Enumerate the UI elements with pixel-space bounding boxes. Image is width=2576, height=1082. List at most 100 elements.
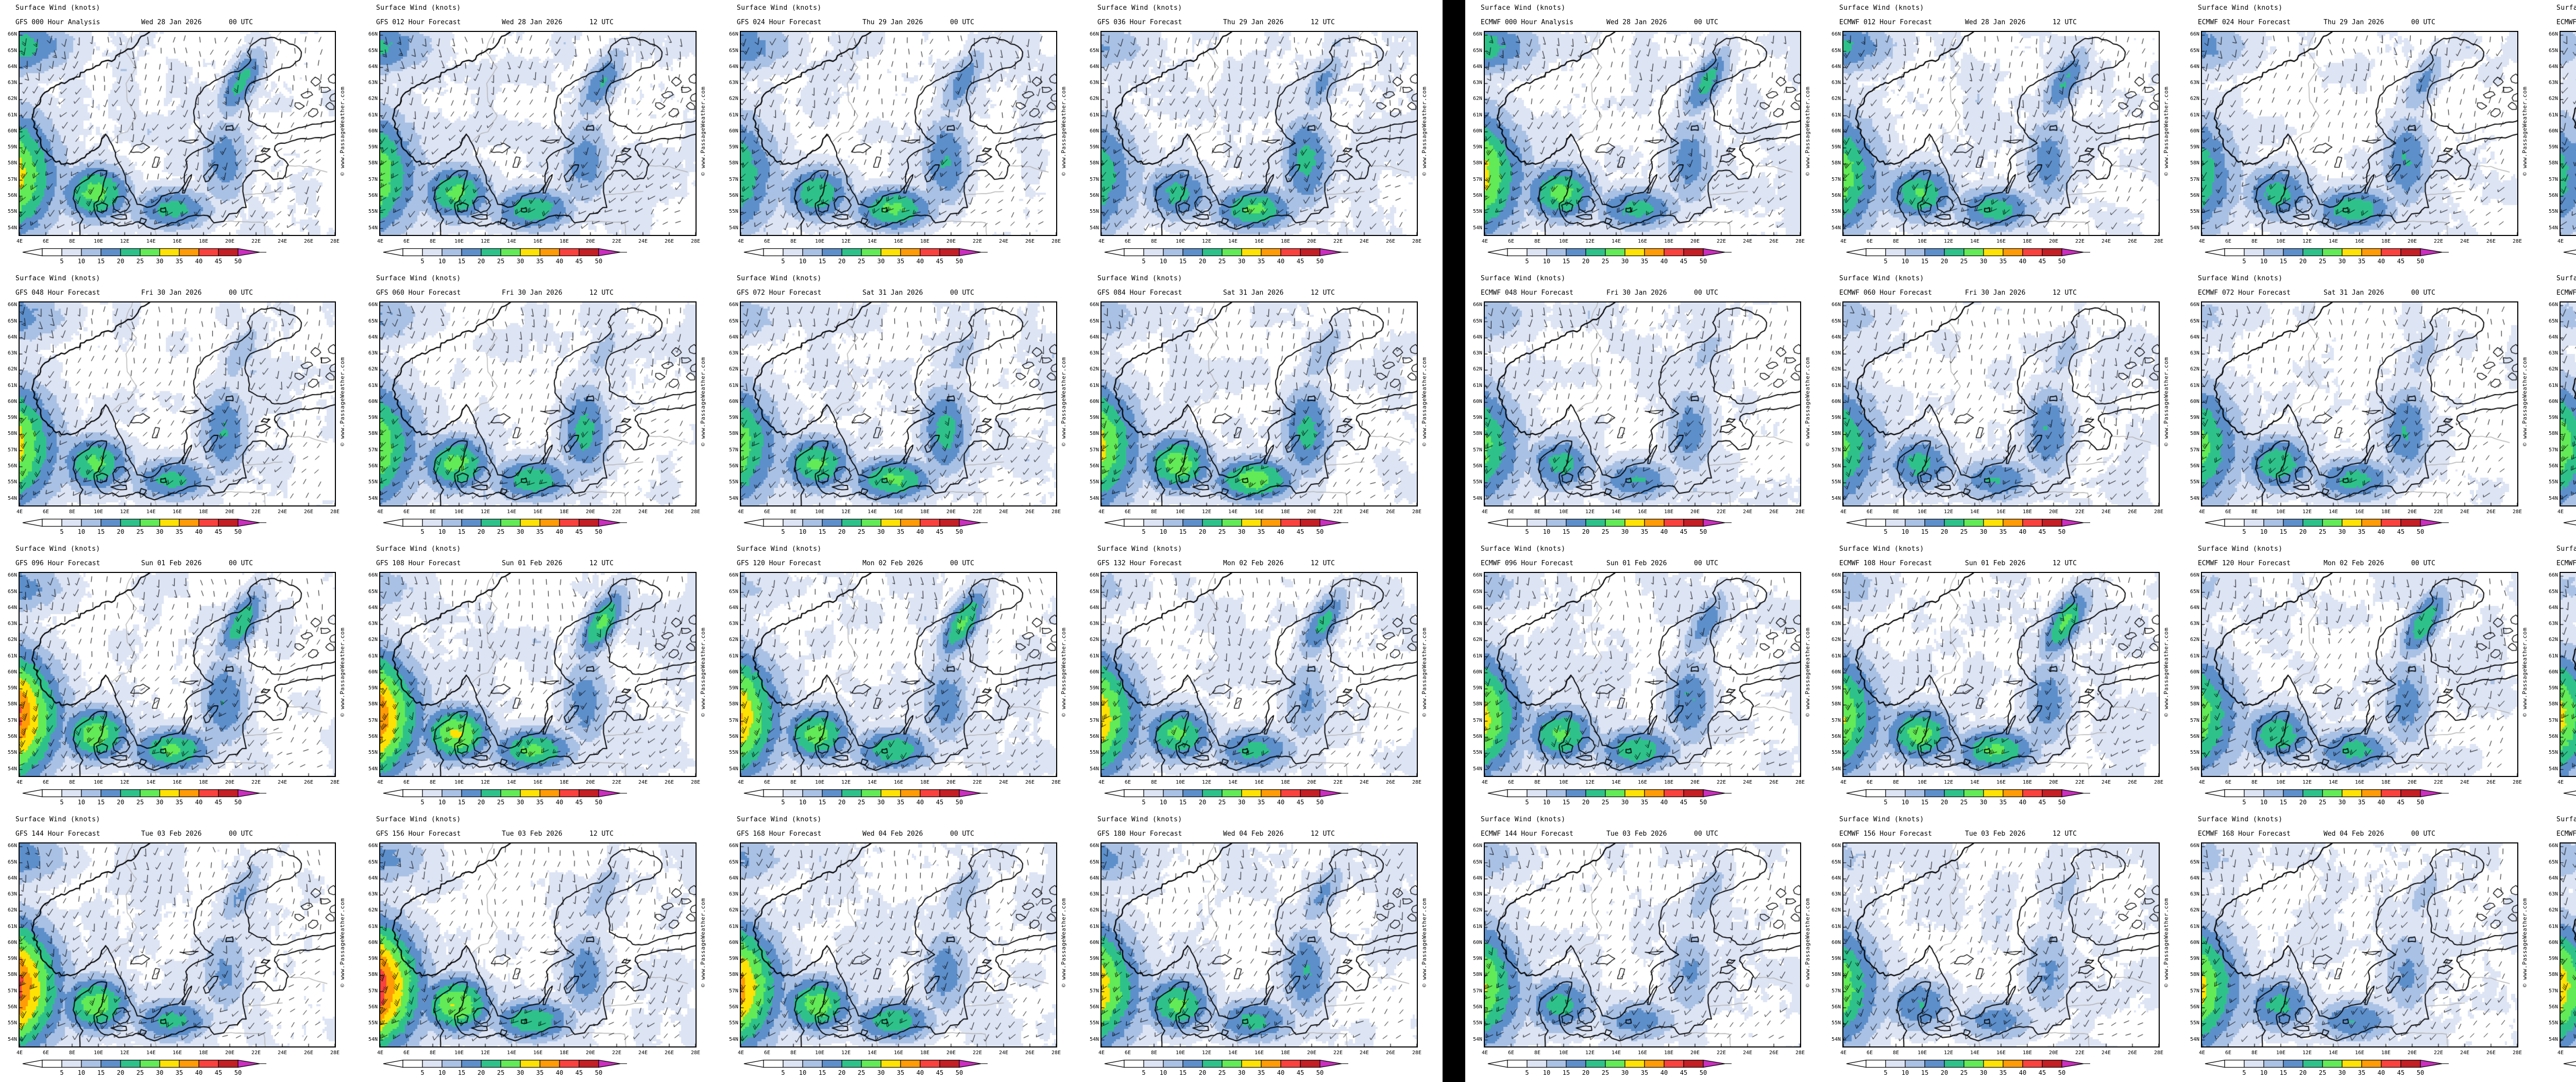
- colorbar-tick-label: 15: [819, 799, 826, 806]
- colorbar-tick-label: 50: [1700, 528, 1707, 535]
- forecast-panel: Surface Wind (knots) GFS 084 Hour Foreca…: [1082, 270, 1443, 541]
- colorbar-tick-label: 30: [2338, 528, 2346, 535]
- lon-axis-label: 22E: [2075, 780, 2085, 785]
- lon-axis-label: 6E: [2225, 780, 2232, 785]
- lon-axis-label: 22E: [2075, 509, 2085, 515]
- panel-subtitle: GFS 168 Hour Forecast Wed 04 Feb 2026 00…: [721, 830, 1082, 839]
- colorbar-cell: [1202, 1059, 1223, 1068]
- colorbar-cell: [218, 789, 239, 798]
- forecast-panel: Surface Wind (knots) GFS 120 Hour Foreca…: [721, 541, 1082, 812]
- lat-axis-label: 56N: [7, 193, 17, 198]
- lon-axis-label: 8E: [1150, 1050, 1158, 1056]
- lon-axis-label: 20E: [1307, 1050, 1317, 1056]
- lat-axis-label: 63N: [1831, 80, 1841, 86]
- lon-axis-label: 4E: [1481, 509, 1488, 515]
- colorbar-cell: [1664, 1059, 1684, 1068]
- panel-valid-time: 12 UTC: [2053, 19, 2077, 26]
- map-frame: [19, 842, 336, 1047]
- lat-axis-label: 57N: [728, 717, 738, 723]
- colorbar-tick-label: 45: [2397, 1069, 2404, 1076]
- forecast-panel: Surface Wind (knots) GFS 000 Hour Analys…: [0, 0, 361, 270]
- lon-axis-label: 8E: [429, 1050, 436, 1056]
- colorbar-cell: [2224, 518, 2245, 527]
- lat-axis-label: 66N: [1472, 572, 1482, 579]
- lon-axis-label: 20E: [1307, 780, 1317, 785]
- lon-axis-label: 24E: [998, 509, 1009, 515]
- lat-axis-label: 59N: [1089, 415, 1099, 421]
- lon-axis-label: 22E: [972, 239, 982, 244]
- colorbar-cell: [2224, 1059, 2245, 1068]
- lon-axis-label: 20E: [946, 509, 956, 515]
- lon-axis-label: 18E: [2381, 780, 2391, 785]
- lat-axis-label: 59N: [2548, 415, 2558, 421]
- colorbar-tick-label: 30: [156, 799, 163, 806]
- lon-axis-label: 20E: [2048, 509, 2059, 515]
- colorbar-tick-label: 10: [78, 1069, 85, 1076]
- lon-axis-label: 10E: [815, 509, 825, 515]
- lat-axis-label: 58N: [1089, 431, 1099, 437]
- colorbar-tick-label: 35: [1999, 528, 2007, 535]
- lat-axis-label: 56N: [728, 1004, 738, 1010]
- copyright-watermark: © www.PassageWeather.com: [2163, 898, 2170, 987]
- colorbar-under-arrow: [22, 248, 43, 257]
- colorbar-cell: [61, 518, 82, 527]
- lon-axis-label: 6E: [1507, 780, 1515, 785]
- lat-axis-label: 62N: [1831, 366, 1841, 373]
- colorbar-tick-label: 15: [1921, 528, 1928, 535]
- colorbar-cell: [1241, 789, 1262, 798]
- colorbar-cell: [1241, 1059, 1262, 1068]
- lon-axis-label: 16E: [533, 509, 543, 515]
- lon-axis-label: 10E: [1175, 239, 1185, 244]
- lon-axis-label: 20E: [585, 509, 596, 515]
- colorbar-cell: [1585, 789, 1606, 798]
- colorbar-tick-label: 5: [2242, 1069, 2246, 1076]
- colorbar-tick-label: 30: [877, 528, 885, 535]
- colorbar-tick-label: 40: [2378, 799, 2385, 806]
- panel-valid-date: Mon 02 Feb 2026: [862, 560, 923, 567]
- lon-axis-label: 4E: [16, 239, 23, 244]
- lon-axis-label: 6E: [2225, 509, 2232, 515]
- lon-axis-label: 20E: [2048, 1050, 2059, 1056]
- lat-axis-label: 65N: [1472, 859, 1482, 865]
- colorbar-under-arrow: [1846, 248, 1867, 257]
- colorbar-tick-label: 10: [799, 799, 806, 806]
- colorbar-cell: [1202, 789, 1223, 798]
- panel-run-label: ECMWF 024 Hour Forecast: [2198, 19, 2291, 26]
- colorbar-tick-label: 20: [1582, 799, 1589, 806]
- colorbar-cell: [1983, 248, 2004, 257]
- colorbar-over-arrow: [2061, 248, 2084, 257]
- colorbar-tick-label: 30: [1621, 1069, 1629, 1076]
- lon-axis-label: 24E: [1742, 239, 1753, 244]
- lat-axis-label: 65N: [2548, 47, 2558, 54]
- lat-axis-label: 65N: [1831, 588, 1841, 595]
- panel-subtitle: ECMWF 132 Hour Forecast Mon 02 Feb 2026 …: [2541, 560, 2576, 569]
- lon-axis-label: 10E: [815, 1050, 825, 1056]
- lat-axis-label: 59N: [1831, 685, 1841, 691]
- colorbar-tick-label: 40: [2378, 1069, 2385, 1076]
- colorbar-cell: [1261, 789, 1281, 798]
- lon-axis-label: 16E: [2354, 509, 2365, 515]
- colorbar-tick-label: 40: [917, 1069, 924, 1076]
- lat-axis-label: 62N: [1089, 96, 1099, 102]
- colorbar-cell: [61, 789, 82, 798]
- colorbar-cell: [802, 518, 823, 527]
- lon-axis-label: 26E: [1025, 239, 1035, 244]
- colorbar-cell: [2263, 248, 2284, 257]
- lon-axis-label: 8E: [1150, 780, 1158, 785]
- lat-axis-label: 63N: [2190, 621, 2199, 627]
- colorbar-tick-label: 50: [2417, 258, 2424, 265]
- colorbar-tick-label: 35: [176, 799, 183, 806]
- lat-axis-label: 61N: [7, 382, 17, 388]
- lat-axis-label: 64N: [2548, 334, 2558, 340]
- colorbar-tick-label: 25: [497, 1069, 504, 1076]
- lat-axis-label: 66N: [728, 572, 738, 579]
- copyright-watermark: © www.PassageWeather.com: [1421, 357, 1428, 446]
- colorbar-tick-label: 50: [2417, 528, 2424, 535]
- panel-valid-date: Thu 29 Jan 2026: [1223, 19, 1284, 26]
- colorbar-tick-label: 30: [1980, 258, 1987, 265]
- colorbar-tick-label: 30: [2338, 258, 2346, 265]
- colorbar-cell: [2381, 1059, 2401, 1068]
